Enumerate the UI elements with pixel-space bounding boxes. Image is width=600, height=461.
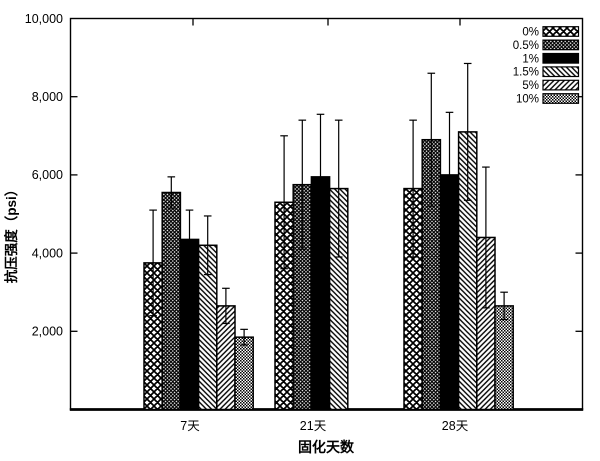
legend-item: 5% (522, 79, 580, 92)
legend-swatch (542, 39, 580, 51)
legend-item: 10% (516, 93, 580, 106)
legend-swatch (542, 79, 580, 91)
legend-swatch (542, 93, 580, 104)
x-axis-category-label: 28天 (442, 419, 469, 433)
legend-swatch (542, 26, 580, 37)
legend-swatch (542, 66, 580, 78)
legend-item: 0% (522, 26, 580, 39)
legend-item: 1% (522, 52, 580, 65)
legend-label: 0% (522, 27, 539, 39)
legend-label: 10% (516, 94, 539, 106)
y-axis-tick-label: 10,000 (25, 12, 63, 26)
legend-label: 1.5% (513, 67, 539, 79)
error-bars-group (149, 62, 508, 346)
legend-label: 5% (522, 80, 539, 92)
bar (494, 305, 514, 411)
legend-item: 0.5% (513, 39, 580, 52)
legend: 0%0.5%1% 1.5%5% 10% (513, 26, 580, 106)
legend-label: 1% (522, 53, 539, 65)
legend-label: 0.5% (513, 40, 539, 52)
bars-group (143, 131, 514, 411)
x-axis-title: 固化天数 (298, 439, 355, 455)
y-axis-tick-label: 4,000 (32, 246, 63, 260)
bar (161, 191, 182, 411)
y-axis-tick-label: 6,000 (32, 168, 63, 182)
legend-item: 1.5% (513, 66, 580, 79)
y-axis-title: 抗压强度（psi） (3, 183, 19, 284)
y-axis-tick-label: 2,000 (32, 325, 63, 339)
legend-swatch (542, 52, 580, 64)
x-axis-category-label: 7天 (180, 419, 200, 433)
y-axis-tick-label: 8,000 (32, 90, 63, 104)
bar (234, 336, 254, 411)
x-axis-category-label: 21天 (300, 419, 327, 433)
